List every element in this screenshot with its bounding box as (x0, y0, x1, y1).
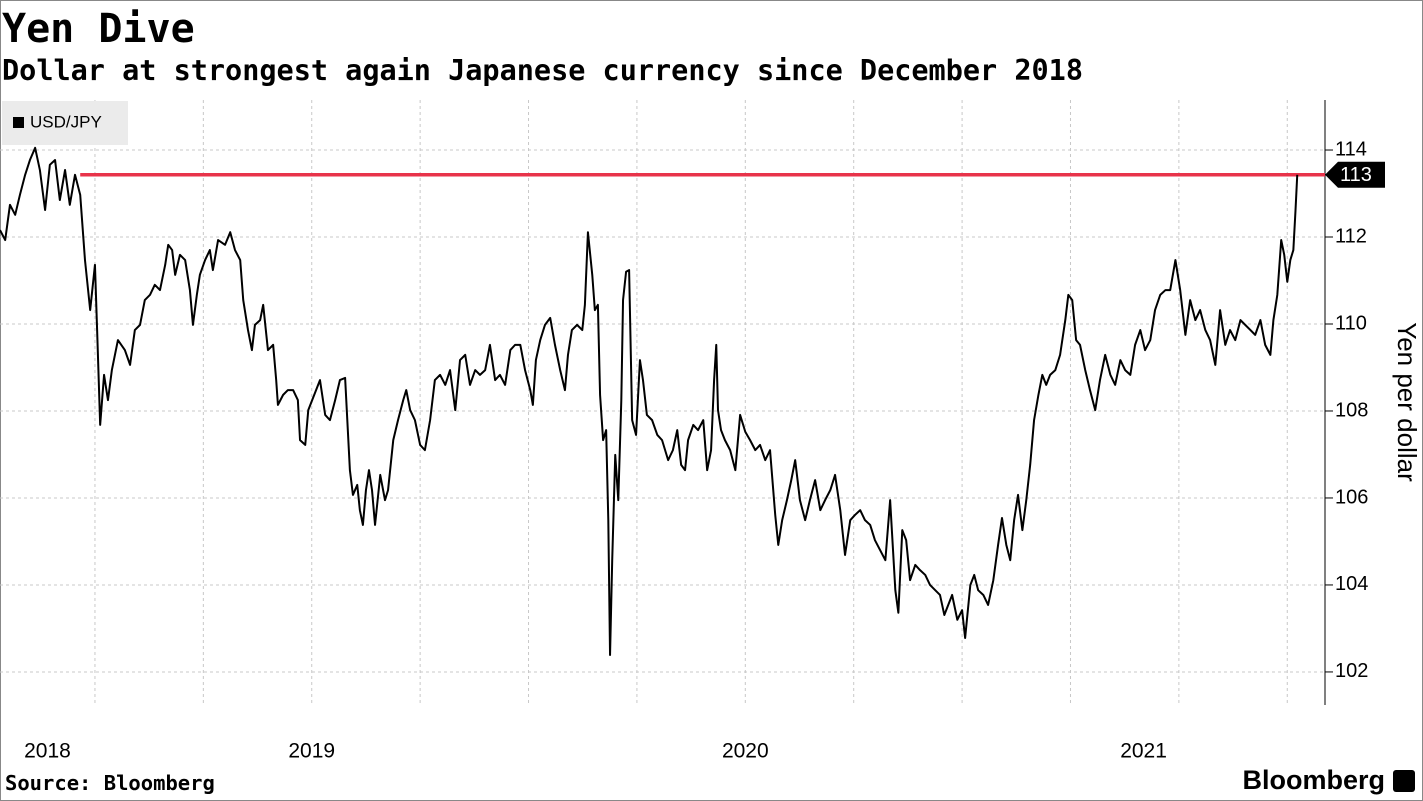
y-tick-label: 104 (1335, 573, 1368, 595)
x-tick-label: 2021 (1120, 740, 1167, 763)
logo-icon (1393, 770, 1415, 792)
x-tick-label: 2019 (288, 740, 335, 763)
plot-area: 102 104 106 108 110 112 114 2018 2019 2020 2021 (0, 100, 1368, 763)
x-tick-label: 2018 (24, 740, 71, 763)
value-flag (1325, 161, 1385, 188)
chart-subtitle: Dollar at strongest again Japanese curre… (2, 54, 1083, 87)
legend-label: USD/JPY (30, 112, 102, 131)
y-tick-label: 106 (1335, 486, 1368, 508)
logo: Bloomberg (1242, 765, 1385, 795)
line-series (0, 146, 1299, 656)
y-tick-label: 110 (1335, 312, 1367, 334)
x-tick-label: 2020 (722, 740, 769, 763)
chart-title: Yen Dive (2, 6, 195, 52)
y-tick-label: 112 (1335, 225, 1367, 247)
source: Source: Bloomberg (5, 771, 215, 795)
y-tick-label: 114 (1335, 138, 1367, 160)
value-label: 113 (1340, 164, 1372, 186)
y-tick-label: 102 (1335, 660, 1368, 682)
y-tick-label: 108 (1335, 399, 1368, 421)
legend-swatch (13, 117, 24, 128)
y-axis-label: Yen per dollar (1392, 322, 1422, 482)
